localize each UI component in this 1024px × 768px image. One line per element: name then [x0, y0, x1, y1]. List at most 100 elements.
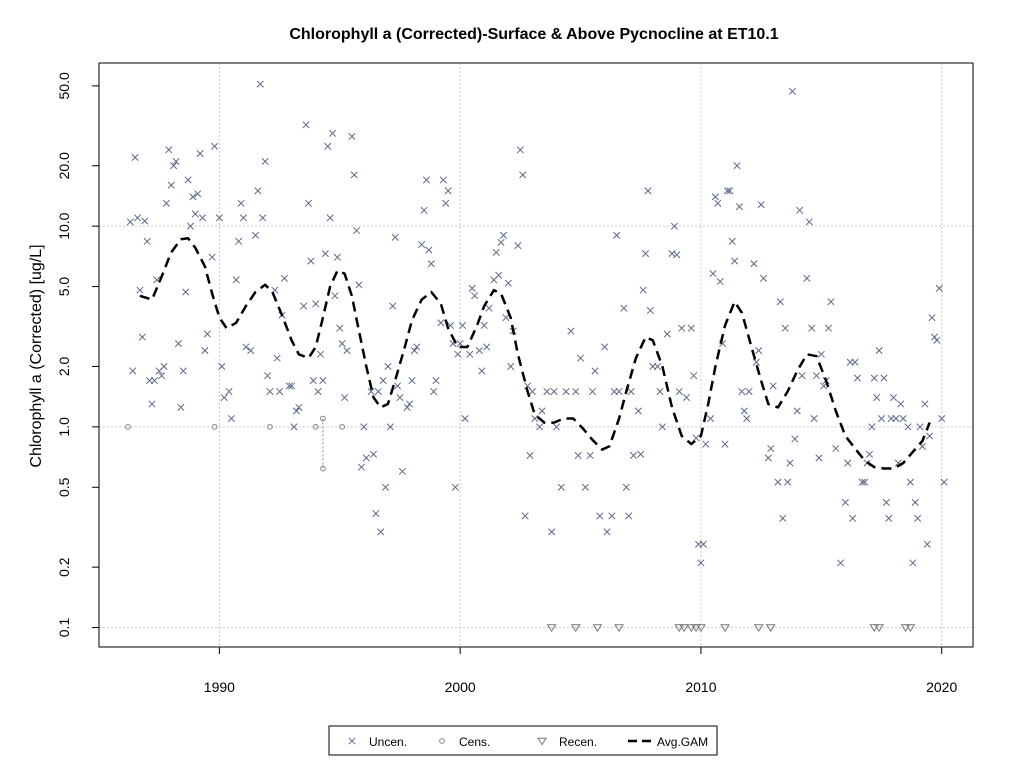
uncensored-point: [849, 514, 857, 522]
uncensored-point: [475, 346, 483, 355]
uncensored-point: [916, 423, 924, 431]
uncensored-point: [367, 387, 375, 396]
uncensored-point: [576, 354, 585, 362]
uncensored-point: [832, 444, 840, 453]
uncensored-point: [865, 450, 874, 458]
uncensored-point: [837, 559, 845, 567]
uncensored-point: [745, 387, 753, 396]
uncensored-point: [189, 193, 197, 201]
uncensored-point: [239, 214, 248, 222]
uncensored-point: [162, 199, 170, 207]
uncensored-point: [174, 340, 183, 348]
legend-label: Avg.GAM: [657, 735, 708, 749]
uncensored-point: [126, 218, 134, 226]
uncensored-point: [454, 350, 462, 358]
uncensored-point: [304, 199, 313, 207]
uncensored-point: [675, 387, 683, 396]
uncensored-point: [743, 414, 751, 423]
uncensored-point: [471, 292, 479, 300]
uncensored-point: [735, 203, 744, 211]
y-tick-label: 10.0: [56, 212, 72, 239]
uncensored-point: [133, 214, 142, 222]
uncensored-point: [521, 512, 529, 520]
uncensored-point: [728, 237, 736, 245]
uncensored-point: [682, 393, 691, 402]
uncensored-point: [899, 414, 907, 423]
uncensored-point: [914, 514, 922, 522]
uncensored-point: [254, 187, 262, 195]
censored-point: [320, 415, 326, 422]
y-tick-label: 0.2: [56, 557, 72, 577]
recensored-point: [900, 624, 911, 633]
uncensored-point: [911, 498, 919, 507]
uncensored-point: [875, 346, 883, 355]
y-tick-label: 20.0: [56, 152, 72, 179]
uncensored-point: [437, 319, 445, 327]
uncensored-point: [179, 367, 187, 375]
uncensored-point: [232, 276, 240, 284]
uncensored-point: [738, 387, 746, 396]
uncensored-point: [194, 190, 202, 198]
uncensored-point: [622, 483, 630, 491]
uncensored-point: [880, 374, 888, 382]
uncensored-point: [235, 237, 243, 245]
uncensored-point: [615, 387, 623, 396]
uncensored-point: [357, 463, 365, 471]
uncensored-point: [201, 346, 209, 355]
recensored-point: [765, 624, 776, 633]
uncensored-point: [191, 210, 199, 218]
uncensored-point: [326, 214, 334, 222]
uncensored-point: [273, 354, 281, 362]
uncensored-point: [889, 393, 898, 402]
uncensored-point: [333, 253, 341, 261]
uncensored-point: [150, 377, 158, 385]
uncensored-point: [215, 214, 223, 222]
uncensored-point: [714, 199, 722, 207]
uncensored-point: [779, 514, 787, 522]
recensored-point: [874, 624, 885, 633]
uncensored-point: [774, 478, 782, 486]
uncensored-point: [256, 80, 264, 88]
uncensored-point: [812, 372, 821, 380]
y-tick-label: 2.0: [56, 356, 72, 376]
uncensored-point: [796, 206, 804, 214]
recensored-point: [570, 624, 581, 633]
uncensored-point: [663, 330, 671, 338]
uncensored-point: [266, 387, 274, 396]
uncensored-point: [721, 440, 729, 448]
uncensored-point: [723, 187, 731, 195]
uncensored-point: [552, 423, 561, 431]
legend-recensored-symbol: [537, 737, 547, 746]
uncensored-point: [459, 321, 467, 330]
uncensored-point: [396, 393, 404, 402]
uncensored-point: [328, 129, 337, 137]
recensored-point: [614, 624, 624, 633]
recensored-point: [696, 624, 706, 633]
uncensored-point: [824, 324, 833, 332]
uncensored-point: [940, 478, 948, 486]
uncensored-point: [136, 286, 144, 294]
chart-title: Chlorophyll a (Corrected)-Surface & Abov…: [289, 26, 778, 43]
uncensored-point: [369, 450, 378, 458]
uncensored-point: [752, 358, 760, 366]
uncensored-point: [798, 372, 806, 380]
uncensored-point: [138, 333, 146, 341]
uncensored-point: [196, 149, 204, 158]
uncensored-point: [670, 222, 678, 230]
uncensored-point: [444, 187, 452, 195]
uncensored-point: [519, 171, 527, 179]
uncensored-point: [300, 302, 308, 310]
uncensored-point: [641, 250, 650, 258]
uncensored-point: [307, 257, 315, 265]
uncensored-point: [841, 498, 849, 507]
uncensored-point: [312, 300, 320, 308]
uncensored-point: [930, 333, 939, 341]
uncensored-point: [478, 367, 486, 375]
plot-marks: [124, 80, 948, 633]
uncensored-point: [350, 171, 358, 179]
gridlines: [99, 63, 973, 647]
uncensored-point: [697, 559, 705, 567]
uncensored-point: [926, 432, 934, 440]
uncensored-point: [319, 377, 327, 385]
uncensored-point: [386, 423, 394, 431]
